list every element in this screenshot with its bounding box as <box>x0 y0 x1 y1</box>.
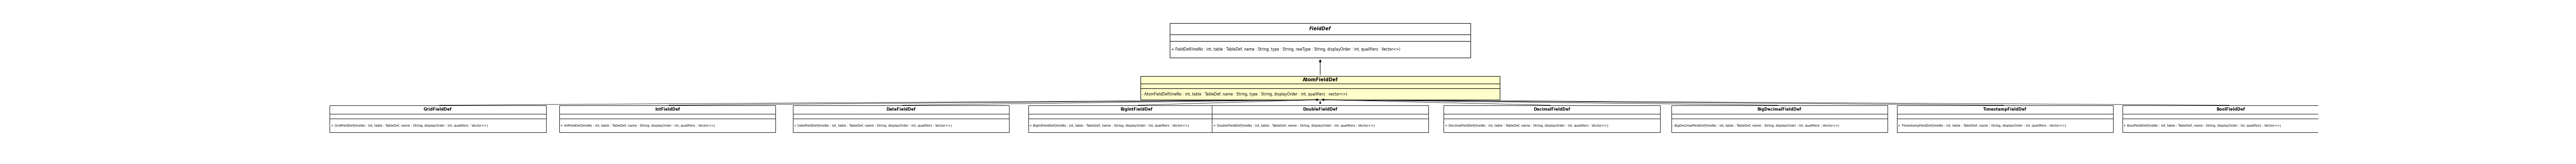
Text: AtomFieldDef: AtomFieldDef <box>1303 78 1337 82</box>
Bar <box>1213 105 1427 114</box>
Text: BigIntFieldDef: BigIntFieldDef <box>1121 107 1151 112</box>
Bar <box>1672 119 1888 133</box>
Bar <box>1170 34 1471 41</box>
Text: DecimalFieldDef: DecimalFieldDef <box>1533 107 1571 112</box>
Bar <box>2123 119 2339 133</box>
Text: IntFieldDef: IntFieldDef <box>654 107 680 112</box>
Bar <box>330 105 546 114</box>
Text: + FieldDef(lineNo : int, table : TableDef, name : String, type : String, rawType: + FieldDef(lineNo : int, table : TableDe… <box>1172 47 1401 52</box>
Text: + TimestampFieldDef(lineNo : int, table : TableDef, name : String, displayOrder : + TimestampFieldDef(lineNo : int, table … <box>1899 124 2066 127</box>
Bar <box>1213 114 1427 119</box>
Bar <box>793 119 1010 133</box>
Bar <box>793 114 1010 119</box>
Text: + IntFieldDef(lineNo : int, table : TableDef, name : String, displayOrder : int,: + IntFieldDef(lineNo : int, table : Tabl… <box>562 124 716 127</box>
Bar <box>1170 23 1471 34</box>
Text: BoolFieldDef: BoolFieldDef <box>2215 107 2244 112</box>
Bar <box>1170 41 1471 58</box>
Bar <box>2123 105 2339 114</box>
Text: FieldDef: FieldDef <box>1309 27 1332 31</box>
Bar <box>1028 105 1244 114</box>
Bar <box>1672 114 1888 119</box>
Bar <box>559 114 775 119</box>
Bar <box>1896 114 2112 119</box>
Bar <box>1443 105 1659 114</box>
Bar <box>559 105 775 114</box>
Bar <box>1141 76 1499 84</box>
Bar <box>1141 88 1499 100</box>
Bar <box>1443 119 1659 133</box>
Text: - AtomFieldDef(lineNo : int, table : TableDef, name : String, type : String, dis: - AtomFieldDef(lineNo : int, table : Tab… <box>1141 92 1347 96</box>
Bar <box>559 119 775 133</box>
Text: + GridFieldDef(lineNo : int, table : TableDef, name : String, displayOrder : int: + GridFieldDef(lineNo : int, table : Tab… <box>330 124 487 127</box>
Text: + DecimalFieldDef(lineNo : int, table : TableDef, name : String, displayOrder : : + DecimalFieldDef(lineNo : int, table : … <box>1445 124 1607 127</box>
Bar <box>1672 105 1888 114</box>
Text: DoubleFieldDef: DoubleFieldDef <box>1303 107 1337 112</box>
Text: - BigDecimalFieldDef(lineNo : int, table : TableDef, name : String, displayOrder: - BigDecimalFieldDef(lineNo : int, table… <box>1672 124 1839 127</box>
Text: TimestampFieldDef: TimestampFieldDef <box>1984 107 2027 112</box>
Text: + BoolFieldDef(lineNo : int, table : TableDef, name : String, displayOrder : int: + BoolFieldDef(lineNo : int, table : Tab… <box>2123 124 2280 127</box>
Bar <box>1896 119 2112 133</box>
Text: GridFieldDef: GridFieldDef <box>422 107 451 112</box>
Bar <box>330 119 546 133</box>
Bar <box>793 105 1010 114</box>
Bar <box>330 114 546 119</box>
Text: + BigIntFieldDef(lineNo : int, table : TableDef, name : String, displayOrder : i: + BigIntFieldDef(lineNo : int, table : T… <box>1030 124 1190 127</box>
Bar <box>2123 114 2339 119</box>
Text: + DoubleFieldDef(lineNo : int, table : TableDef, name : String, displayOrder : i: + DoubleFieldDef(lineNo : int, table : T… <box>1213 124 1376 127</box>
Text: DateFieldDef: DateFieldDef <box>886 107 914 112</box>
Bar <box>1896 105 2112 114</box>
Bar <box>1213 119 1427 133</box>
Text: BigDecimalFieldDef: BigDecimalFieldDef <box>1757 107 1801 112</box>
Bar <box>1443 114 1659 119</box>
Bar <box>1028 119 1244 133</box>
Text: + DateFieldDef(lineNo : int, table : TableDef, name : String, displayOrder : int: + DateFieldDef(lineNo : int, table : Tab… <box>793 124 953 127</box>
Bar <box>1028 114 1244 119</box>
Bar <box>1141 84 1499 88</box>
